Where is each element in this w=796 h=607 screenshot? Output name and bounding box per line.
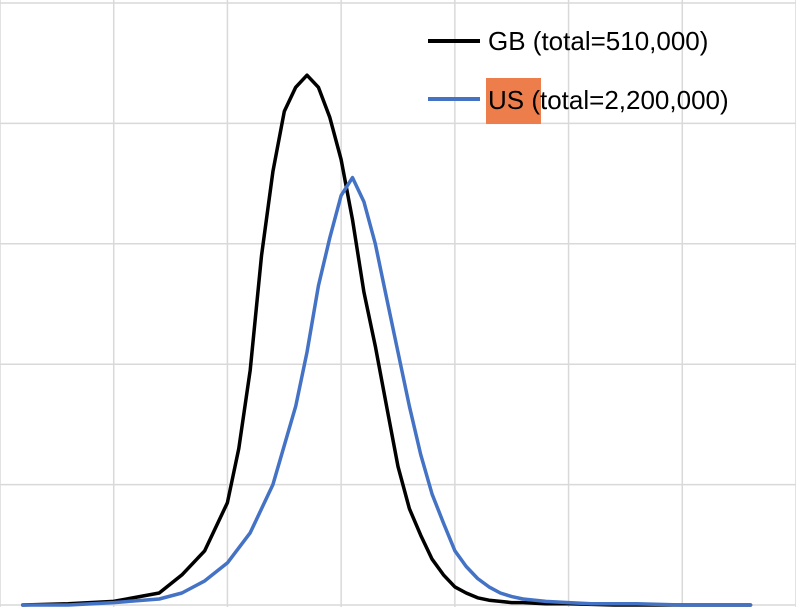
series-line-gb	[20, 73, 753, 607]
legend-label-us: US (total=2,200,000)	[488, 85, 729, 115]
legend-item-us: US (total=2,200,000)	[428, 78, 729, 124]
series-layer	[20, 73, 753, 607]
series-line-us	[20, 175, 753, 607]
legend-item-gb: GB (total=510,000)	[428, 26, 708, 56]
legend-label-highlight	[486, 78, 541, 124]
legend: GB (total=510,000) US (total=2,200,000)	[428, 26, 729, 124]
legend-label-gb: GB (total=510,000)	[488, 26, 708, 56]
